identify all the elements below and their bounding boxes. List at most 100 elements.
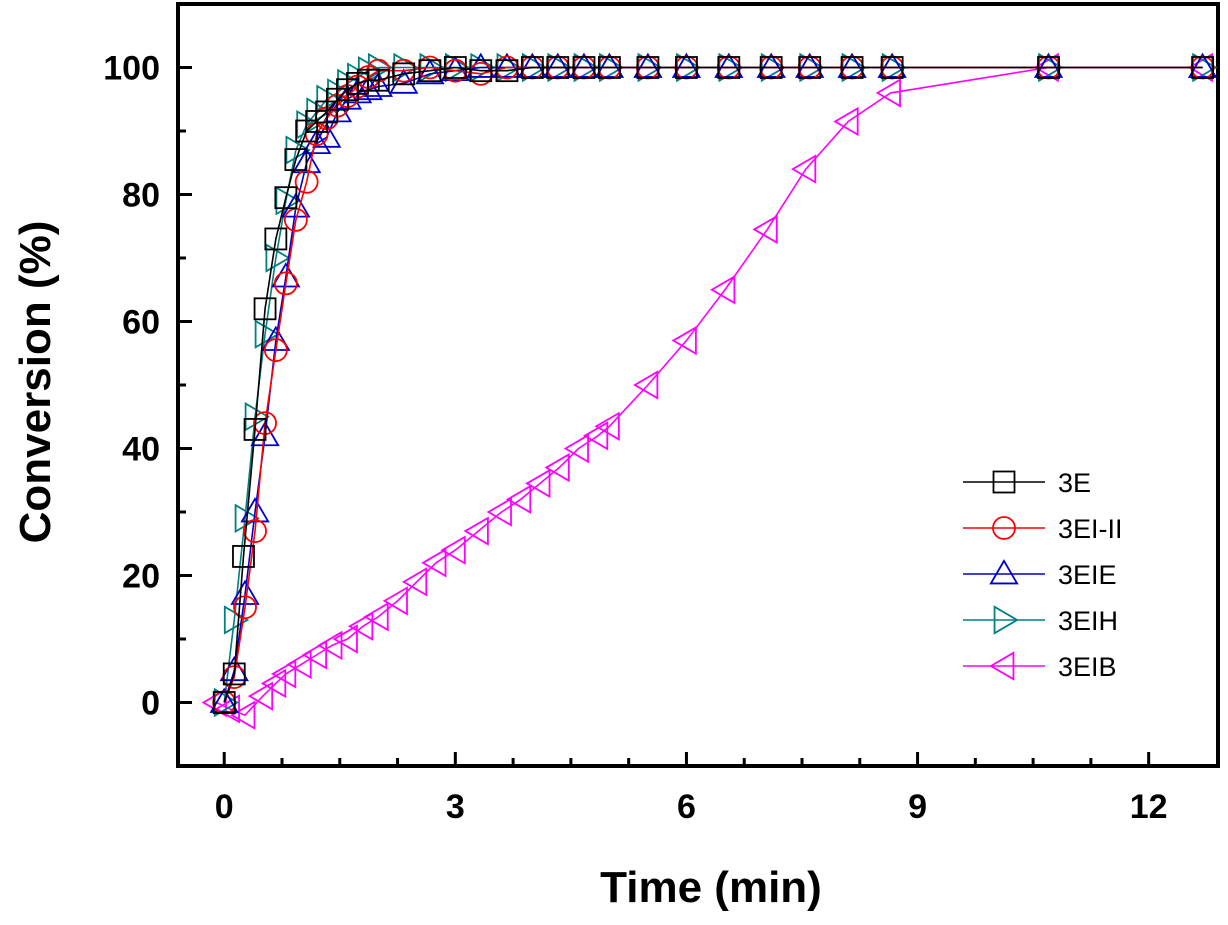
data-point: [443, 56, 467, 79]
data-point: [756, 52, 786, 78]
data-point: [230, 700, 256, 730]
data-point: [594, 52, 625, 78]
legend-marker: [992, 470, 1016, 494]
y-tick-label: 0: [141, 685, 160, 723]
data-point: [382, 586, 408, 616]
y-tick-label: 20: [122, 558, 160, 596]
data-point: [563, 433, 589, 464]
data-point: [212, 691, 236, 714]
series-layer: [201, 52, 1218, 730]
data-point: [582, 421, 609, 451]
data-point: [250, 420, 280, 447]
legend: 3E 3EI-II 3EIE 3EIH 3EIB: [963, 468, 1123, 682]
data-point: [546, 56, 570, 79]
data-point: [264, 227, 288, 251]
data-point: [418, 59, 442, 83]
data-point: [209, 687, 239, 713]
legend-item: 3EI-II: [963, 514, 1123, 544]
data-point: [1187, 52, 1213, 83]
data-point: [1037, 56, 1060, 79]
legend-marker: [989, 651, 1015, 681]
legend-marker: [993, 605, 1019, 635]
data-point: [232, 545, 255, 568]
data-point: [569, 52, 599, 78]
data-point: [392, 62, 416, 86]
data-point: [486, 497, 512, 527]
data-point: [301, 640, 328, 670]
data-point: [714, 52, 744, 78]
data-point: [306, 97, 332, 127]
data-point: [544, 452, 570, 483]
data-point: [795, 52, 825, 78]
data-point: [274, 186, 298, 210]
x-tick-label: 9: [908, 788, 927, 826]
data-point: [594, 411, 620, 441]
data-point: [469, 59, 493, 83]
data-point: [759, 56, 783, 79]
axes: 0 3 6 9 12 0 20 40 60 80 100: [103, 2, 1220, 826]
data-point: [254, 319, 280, 349]
data-point: [505, 484, 532, 514]
data-point: [1187, 52, 1218, 78]
data-point: [633, 52, 663, 78]
data-point: [543, 52, 573, 78]
data-point: [572, 56, 596, 79]
x-tick-label: 6: [677, 788, 696, 826]
data-point: [347, 611, 374, 641]
data-point: [286, 649, 312, 680]
data-point: [636, 56, 660, 79]
data-point: [492, 52, 522, 78]
data-point: [495, 59, 519, 83]
legend-item: 3EIB: [963, 651, 1117, 682]
data-point: [332, 624, 358, 654]
data-point: [263, 338, 288, 362]
x-axis-title: Time (min): [600, 863, 822, 912]
data-point: [671, 325, 697, 356]
data-point: [247, 681, 274, 711]
data-point: [833, 106, 859, 137]
data-point: [389, 68, 419, 94]
legend-item: 3EIH: [963, 605, 1118, 636]
data-point: [675, 56, 698, 79]
data-point: [366, 68, 390, 92]
data-point: [265, 243, 291, 273]
x-tick-label: 3: [446, 788, 465, 826]
legend-label: 3EIB: [1058, 652, 1117, 682]
legend-marker: [989, 559, 1019, 585]
data-point: [243, 418, 267, 441]
y-tick-label: 40: [122, 431, 160, 469]
data-point: [281, 192, 311, 218]
data-point: [1191, 56, 1214, 79]
data-point: [253, 297, 277, 321]
series-line: [216, 66, 1203, 717]
legend-label: 3EI-II: [1058, 514, 1123, 544]
data-point: [353, 74, 383, 101]
data-point: [875, 78, 901, 108]
data-point: [633, 370, 659, 400]
data-point: [270, 659, 297, 689]
data-point: [520, 56, 544, 79]
legend-label: 3EIH: [1058, 606, 1118, 636]
legend-label: 3E: [1058, 468, 1091, 498]
data-point: [311, 122, 342, 148]
series-line: [223, 66, 1203, 703]
data-point: [840, 56, 864, 79]
legend-marker: [992, 516, 1016, 540]
legend-label: 3EIE: [1058, 560, 1117, 590]
data-point: [837, 52, 867, 78]
y-tick-label: 80: [122, 177, 160, 215]
data-point: [367, 52, 394, 83]
data-point: [233, 595, 257, 620]
series-3e: [212, 56, 1214, 714]
series-line: [223, 66, 1203, 703]
data-point: [273, 271, 298, 296]
data-point: [363, 602, 389, 632]
data-point: [440, 535, 466, 565]
data-point: [463, 516, 489, 546]
data-point: [260, 668, 287, 699]
data-point: [790, 154, 817, 184]
data-point: [317, 630, 343, 661]
y-tick-label: 100: [103, 50, 160, 88]
